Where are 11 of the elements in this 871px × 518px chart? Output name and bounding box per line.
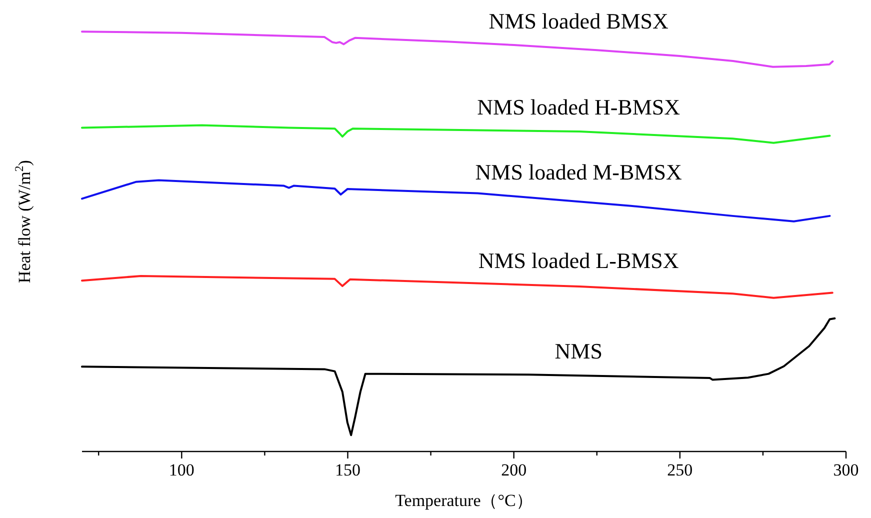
x-tick-label: 100 [168,460,194,480]
x-tick-label: 250 [667,460,693,480]
x-tick-label: 300 [833,460,859,480]
series-label: NMS loaded H-BMSX [477,94,680,120]
series-label: NMS loaded M-BMSX [475,159,682,184]
series-label: NMS loaded BMSX [488,8,669,34]
series-label: NMS [554,338,602,364]
series-label: NMS loaded L-BMSX [478,248,679,274]
x-axis-title: Temperature（°C） [395,491,533,510]
x-tick-label: 200 [501,460,527,480]
x-tick-label: 150 [334,460,360,480]
